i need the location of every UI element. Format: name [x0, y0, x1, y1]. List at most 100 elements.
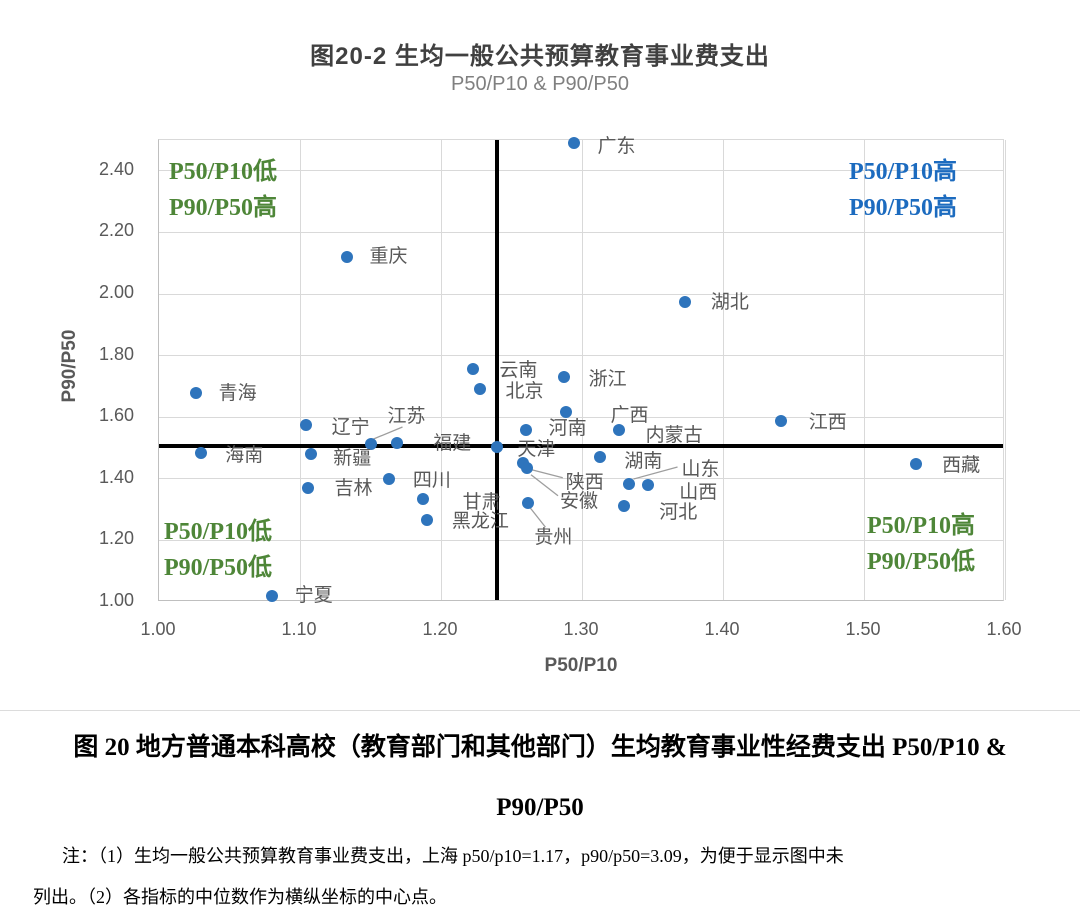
x-tick-label: 1.40 — [704, 619, 740, 639]
gridline — [722, 140, 724, 600]
x-tick-label: 1.00 — [140, 619, 176, 639]
gridline — [1004, 140, 1006, 600]
chart-title: 图20-2 生均一般公共预算教育事业费支出 — [310, 43, 770, 70]
point-湖南 — [594, 451, 607, 464]
point-新疆 — [305, 448, 318, 461]
point-label-湖北: 湖北 — [710, 291, 749, 313]
point-内蒙古 — [612, 424, 625, 437]
gridline — [159, 539, 1003, 541]
point-山西 — [642, 479, 655, 492]
quadrant-line: P50/P10高 — [867, 513, 975, 539]
point-label-福建: 福建 — [433, 433, 472, 455]
point-浙江 — [557, 371, 570, 384]
figure-caption: 图 20 地方普通本科高校（教育部门和其他部门）生均教育事业性经费支出 P50/… — [0, 727, 1080, 822]
gridline — [159, 231, 1003, 233]
point-安徽 — [521, 461, 533, 474]
x-tick-label: 1.50 — [845, 619, 881, 639]
point-label-广东: 广东 — [597, 136, 636, 158]
y-tick-label: 2.20 — [98, 220, 134, 241]
point-label-河南: 河南 — [548, 418, 587, 440]
point-黑龙江 — [420, 514, 433, 527]
y-tick-label: 1.00 — [98, 590, 134, 610]
median-vertical-line — [495, 140, 500, 600]
point-湖北 — [678, 295, 691, 308]
leader-line-安徽 — [530, 474, 559, 497]
figure-caption-line1: 图 20 地方普通本科高校（教育部门和其他部门）生均教育事业性经费支出 P50/… — [73, 734, 1007, 761]
x-tick-label: 1.60 — [986, 619, 1022, 639]
point-label-湖南: 湖南 — [624, 451, 663, 473]
point-label-黑龙江: 黑龙江 — [451, 511, 509, 533]
y-tick-label: 1.80 — [98, 343, 134, 364]
gridline — [159, 416, 1003, 418]
point-label-江西: 江西 — [808, 411, 847, 433]
quadrant-label-top-right: P50/P10高 P90/P50高 — [849, 154, 957, 226]
point-云南 — [467, 363, 480, 376]
point-label-新疆: 新疆 — [333, 448, 372, 470]
quadrant-line: P50/P10低 — [169, 159, 277, 185]
point-四川 — [382, 473, 395, 486]
point-label-河北: 河北 — [659, 502, 698, 524]
point-label-甘肃: 甘肃 — [462, 492, 501, 514]
leader-line-贵州 — [529, 507, 546, 528]
point-河南 — [519, 424, 532, 437]
median-horizontal-line — [159, 444, 1003, 449]
point-label-浙江: 浙江 — [588, 369, 627, 391]
point-label-宁夏: 宁夏 — [294, 585, 333, 607]
point-广东 — [567, 137, 580, 150]
point-天津 — [491, 441, 504, 454]
plot-area: 广东 重庆 湖北 云南 浙江 北京 青海 广西 江西 辽宁 内蒙古 河南 福建 江苏 天津 海南 新疆 湖南 陕西 西… — [158, 136, 1006, 606]
point-label-贵州: 贵州 — [534, 527, 573, 549]
x-tick-label: 1.30 — [563, 619, 599, 639]
point-label-广西: 广西 — [610, 404, 649, 426]
x-axis-title: P50/P10 — [544, 655, 618, 676]
point-贵州 — [522, 497, 535, 510]
point-山东 — [622, 478, 635, 491]
point-label-天津: 天津 — [517, 439, 556, 461]
point-label-北京: 北京 — [505, 381, 544, 403]
quadrant-label-bottom-left: P50/P10低 P90/P50低 — [164, 514, 272, 586]
point-辽宁 — [299, 418, 312, 431]
leader-lines-layer — [373, 426, 678, 528]
point-label-四川: 四川 — [412, 470, 451, 492]
point-吉林 — [302, 482, 315, 495]
point-广西 — [560, 405, 573, 418]
leader-line-陕西 — [527, 468, 563, 479]
point-label-海南: 海南 — [225, 444, 264, 466]
y-tick-label: 2.00 — [98, 282, 134, 302]
y-tick-label: 1.60 — [98, 405, 134, 426]
point-河北 — [618, 500, 631, 513]
figure-notes: 注：（1）生均一般公共预算教育事业费支出，上海 p50/p10=1.17，p90… — [33, 836, 1054, 917]
quadrant-line: P50/P10高 — [849, 159, 957, 185]
point-label-青海: 青海 — [218, 382, 257, 404]
point-海南 — [195, 446, 208, 459]
gridline — [581, 140, 583, 600]
point-label-江苏: 江苏 — [387, 405, 426, 427]
quadrant-line: P90/P50高 — [169, 195, 277, 221]
point-label-山东: 山东 — [681, 459, 720, 481]
point-label-山西: 山西 — [679, 482, 718, 504]
point-北京 — [474, 383, 487, 396]
gridline — [863, 140, 865, 600]
point-西藏 — [910, 457, 923, 470]
quadrant-label-bottom-right: P50/P10高 P90/P50低 — [867, 508, 975, 580]
figure-caption-line2: P90/P50 — [496, 794, 584, 821]
point-label-吉林: 吉林 — [334, 478, 373, 500]
y-axis-title: P90/P50 — [59, 329, 80, 403]
point-label-辽宁: 辽宁 — [331, 416, 370, 438]
quadrant-label-top-left: P50/P10低 P90/P50高 — [169, 154, 277, 226]
point-label-内蒙古: 内蒙古 — [645, 425, 703, 447]
point-宁夏 — [265, 590, 278, 603]
chart-bottom-border — [0, 710, 1080, 711]
y-tick-label: 1.40 — [98, 466, 134, 487]
x-tick-label: 1.10 — [281, 619, 317, 639]
point-label-西藏: 西藏 — [942, 454, 981, 476]
chart-subtitle: P50/P10 & P90/P50 — [451, 73, 629, 95]
note-line-1: 注：（1）生均一般公共预算教育事业费支出，上海 p50/p10=1.17，p90… — [62, 846, 844, 866]
point-甘肃 — [416, 493, 429, 506]
gridline — [159, 170, 1003, 172]
quadrant-line: P90/P50高 — [849, 195, 957, 221]
point-青海 — [189, 386, 202, 399]
point-重庆 — [340, 251, 353, 264]
leader-line-江苏 — [373, 426, 403, 440]
